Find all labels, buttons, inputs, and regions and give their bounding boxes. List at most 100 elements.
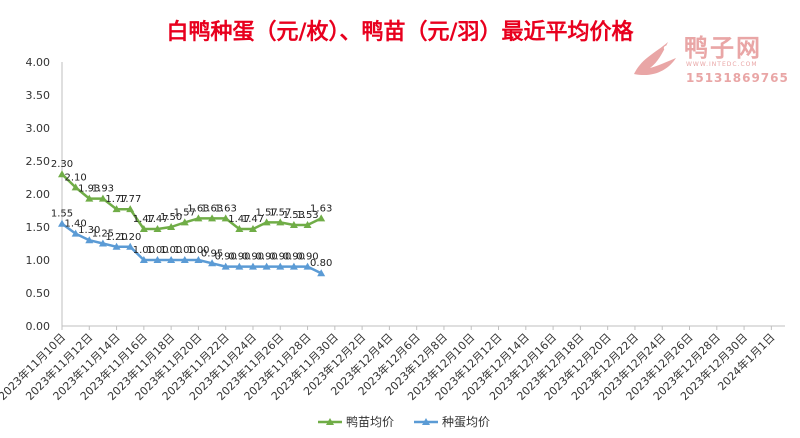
series-point-1 <box>153 224 162 232</box>
data-label-2: 0.90 <box>242 252 264 263</box>
data-label-2: 1.00 <box>146 245 168 256</box>
data-label-1: 1.57 <box>174 207 196 218</box>
series-point-2 <box>235 262 244 270</box>
data-label-2: 1.25 <box>92 229 114 240</box>
series-point-1 <box>303 221 312 229</box>
y-tick-label: 1.00 <box>26 254 51 267</box>
data-label-1: 1.47 <box>228 214 250 225</box>
series-point-2 <box>208 259 217 267</box>
data-label-1: 1.93 <box>92 184 114 195</box>
series-point-1 <box>139 224 148 232</box>
y-tick-label: 0.50 <box>26 287 51 300</box>
chart-title: 白鸭种蛋（元/枚）、鸭苗（元/羽）最近平均价格 <box>166 20 634 45</box>
series-point-2 <box>71 229 80 237</box>
series-point-1 <box>98 194 107 202</box>
duck-logo-icon <box>634 42 676 76</box>
data-label-2: 1.20 <box>119 232 141 243</box>
series-point-1 <box>71 183 80 191</box>
legend-marker-2 <box>422 418 430 425</box>
data-label-1: 1.63 <box>201 203 223 214</box>
series-point-2 <box>180 256 189 263</box>
series-point-1 <box>85 194 94 202</box>
data-label-1: 1.57 <box>269 207 291 218</box>
data-label-1: 1.47 <box>146 214 168 225</box>
series-point-2 <box>167 256 176 263</box>
series-point-1 <box>276 218 285 226</box>
data-label-1: 1.63 <box>215 203 237 214</box>
data-label-2: 0.90 <box>255 252 277 263</box>
data-label-2: 1.30 <box>78 225 100 236</box>
legend-label-2: 种蛋均价 <box>442 415 490 429</box>
y-tick-label: 2.50 <box>26 155 51 168</box>
data-label-2: 1.40 <box>65 219 87 230</box>
data-label-1: 1.63 <box>187 203 209 214</box>
legend-marker-1 <box>326 418 334 425</box>
data-label-1: 1.47 <box>133 214 155 225</box>
y-tick-label: 1.50 <box>26 221 51 234</box>
series-point-2 <box>58 219 66 227</box>
series-point-1 <box>58 170 66 178</box>
data-label-2: 1.20 <box>105 232 127 243</box>
data-label-1: 1.93 <box>78 184 100 195</box>
series-point-2 <box>303 262 312 270</box>
series-point-2 <box>139 256 148 263</box>
data-label-2: 0.90 <box>296 252 318 263</box>
series-point-1 <box>221 214 230 222</box>
y-tick-label: 3.50 <box>26 89 51 102</box>
y-tick-label: 2.00 <box>26 188 51 201</box>
series-point-2 <box>262 262 271 270</box>
watermark-url: WWW.INTEDC.COM <box>686 61 758 68</box>
data-label-1: 1.50 <box>160 212 182 223</box>
series-point-1 <box>167 223 176 230</box>
watermark-name: 鸭子网 <box>684 34 762 62</box>
data-label-2: 1.00 <box>160 245 182 256</box>
data-label-1: 1.53 <box>296 210 318 221</box>
series-point-2 <box>112 242 121 250</box>
data-label-2: 0.95 <box>201 248 223 259</box>
series-point-2 <box>126 242 135 250</box>
series-point-1 <box>112 205 121 213</box>
series-point-2 <box>98 239 107 247</box>
data-label-1: 1.53 <box>283 210 305 221</box>
data-label-1: 1.63 <box>310 203 332 214</box>
legend-label-1: 鸭苗均价 <box>346 415 394 429</box>
series-point-1 <box>235 224 244 232</box>
y-tick-label: 0.00 <box>26 320 51 333</box>
series-point-1 <box>262 218 271 226</box>
series-point-1 <box>194 214 203 222</box>
series-point-2 <box>221 262 230 270</box>
series-point-1 <box>248 224 257 232</box>
series-point-2 <box>194 256 203 263</box>
series-point-1 <box>317 214 326 222</box>
series-point-2 <box>85 236 94 244</box>
data-label-1: 1.77 <box>105 194 127 205</box>
series-point-2 <box>276 262 285 270</box>
data-label-2: 1.00 <box>174 245 196 256</box>
data-label-1: 1.77 <box>119 194 141 205</box>
data-label-2: 1.55 <box>51 209 73 220</box>
data-label-2: 0.90 <box>215 252 237 263</box>
data-label-2: 0.90 <box>283 252 305 263</box>
series-point-2 <box>317 269 326 277</box>
data-label-1: 2.10 <box>65 172 87 183</box>
series-point-1 <box>126 205 135 213</box>
series-point-2 <box>153 256 162 263</box>
series-point-1 <box>208 214 217 222</box>
watermark: 鸭子网 WWW.INTEDC.COM 15131869765 <box>628 28 788 88</box>
data-label-1: 1.47 <box>242 214 264 225</box>
watermark-phone: 15131869765 <box>686 71 789 85</box>
data-label-1: 1.57 <box>255 207 277 218</box>
y-tick-label: 4.00 <box>26 56 51 69</box>
data-label-2: 0.90 <box>269 252 291 263</box>
y-tick-label: 3.00 <box>26 122 51 135</box>
data-label-1: 2.30 <box>51 159 73 170</box>
series-point-2 <box>248 262 257 270</box>
data-label-2: 1.00 <box>187 245 209 256</box>
data-label-2: 0.80 <box>310 258 332 269</box>
series-point-1 <box>289 221 298 229</box>
series-point-2 <box>289 262 298 270</box>
data-label-2: 1.00 <box>133 245 155 256</box>
data-label-2: 0.90 <box>228 252 250 263</box>
series-point-1 <box>180 218 189 226</box>
